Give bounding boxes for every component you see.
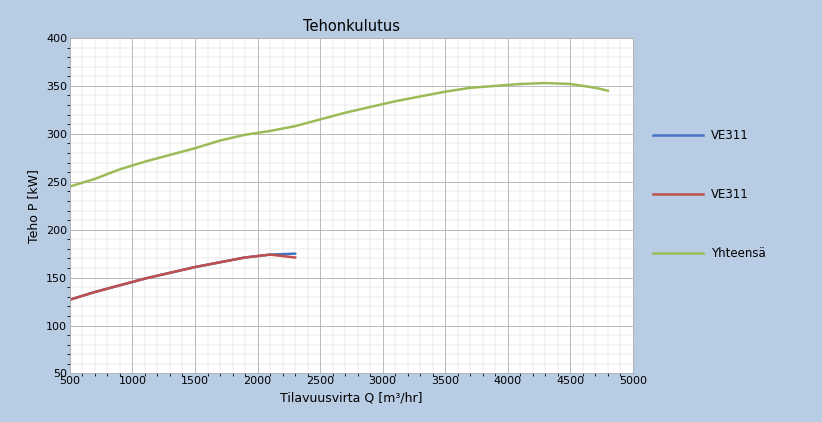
- Yhteensä: [115, 167, 125, 172]
- Yhteensä: [240, 132, 250, 137]
- VE311: [90, 289, 99, 295]
- Line: VE311: VE311: [70, 254, 295, 300]
- Yhteensä: [415, 94, 425, 99]
- Text: Yhteensä: Yhteensä: [711, 247, 766, 260]
- Yhteensä: [340, 110, 350, 115]
- VE311: [140, 276, 150, 281]
- VE311: [115, 283, 125, 288]
- Line: VE311: VE311: [70, 254, 295, 300]
- Yhteensä: [603, 88, 613, 93]
- Text: VE311: VE311: [711, 129, 749, 141]
- Yhteensä: [215, 138, 225, 143]
- VE311: [65, 297, 75, 302]
- VE311: [165, 270, 175, 275]
- VE311: [290, 255, 300, 260]
- VE311: [266, 252, 275, 257]
- Y-axis label: Teho P [kW]: Teho P [kW]: [27, 169, 40, 243]
- Yhteensä: [441, 89, 450, 94]
- Line: Yhteensä: Yhteensä: [70, 83, 608, 187]
- Yhteensä: [165, 152, 175, 157]
- Yhteensä: [315, 117, 325, 122]
- Yhteensä: [65, 184, 75, 189]
- Yhteensä: [491, 84, 501, 89]
- Yhteensä: [365, 105, 375, 110]
- Yhteensä: [290, 124, 300, 129]
- VE311: [140, 276, 150, 281]
- VE311: [90, 289, 99, 295]
- VE311: [290, 251, 300, 256]
- VE311: [190, 265, 200, 270]
- VE311: [240, 255, 250, 260]
- Yhteensä: [390, 99, 400, 104]
- Text: VE311: VE311: [711, 188, 749, 200]
- VE311: [266, 252, 275, 257]
- VE311: [65, 297, 75, 302]
- VE311: [215, 260, 225, 265]
- VE311: [115, 283, 125, 288]
- Yhteensä: [266, 128, 275, 133]
- Yhteensä: [566, 81, 575, 87]
- VE311: [190, 265, 200, 270]
- Yhteensä: [590, 85, 600, 90]
- Yhteensä: [540, 81, 550, 86]
- Yhteensä: [515, 81, 525, 87]
- VE311: [165, 270, 175, 275]
- Yhteensä: [465, 85, 475, 90]
- Yhteensä: [90, 176, 99, 181]
- X-axis label: Tilavuusvirta Q [m³/hr]: Tilavuusvirta Q [m³/hr]: [280, 392, 423, 405]
- Yhteensä: [140, 159, 150, 164]
- VE311: [215, 260, 225, 265]
- Yhteensä: [190, 146, 200, 151]
- Title: Tehonkulutus: Tehonkulutus: [302, 19, 400, 34]
- VE311: [240, 255, 250, 260]
